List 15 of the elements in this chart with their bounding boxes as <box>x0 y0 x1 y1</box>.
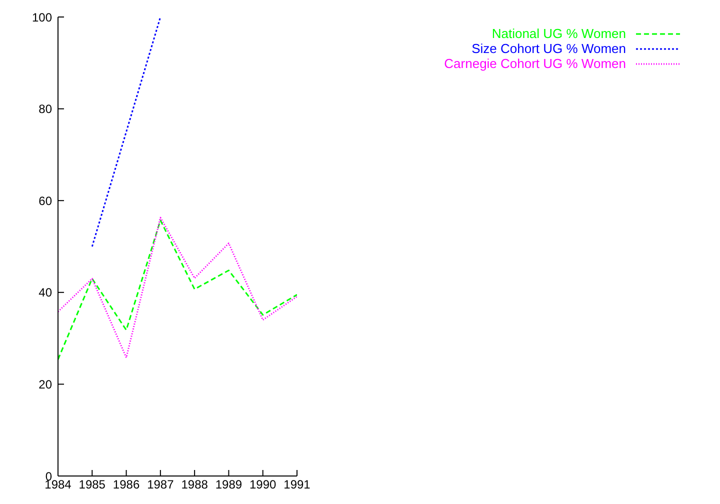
x-tick-label: 1987 <box>147 478 174 492</box>
x-tick-label: 1990 <box>250 478 277 492</box>
x-tick-label: 1986 <box>112 478 140 492</box>
x-tick-label: 1991 <box>284 478 311 492</box>
y-tick-label: 80 <box>38 102 52 116</box>
x-tick-label: 1989 <box>215 478 242 492</box>
y-tick-label: 100 <box>32 10 52 24</box>
legend-label: Carnegie Cohort UG % Women <box>444 56 626 71</box>
y-tick-label: 40 <box>38 286 52 300</box>
y-tick-label: 20 <box>38 377 52 392</box>
legend-label: National UG % Women <box>492 26 626 41</box>
legend-label: Size Cohort UG % Women <box>472 41 626 56</box>
x-tick-label: 1985 <box>78 478 106 492</box>
y-tick-label: 60 <box>38 194 52 208</box>
x-tick-label: 1988 <box>181 478 208 492</box>
